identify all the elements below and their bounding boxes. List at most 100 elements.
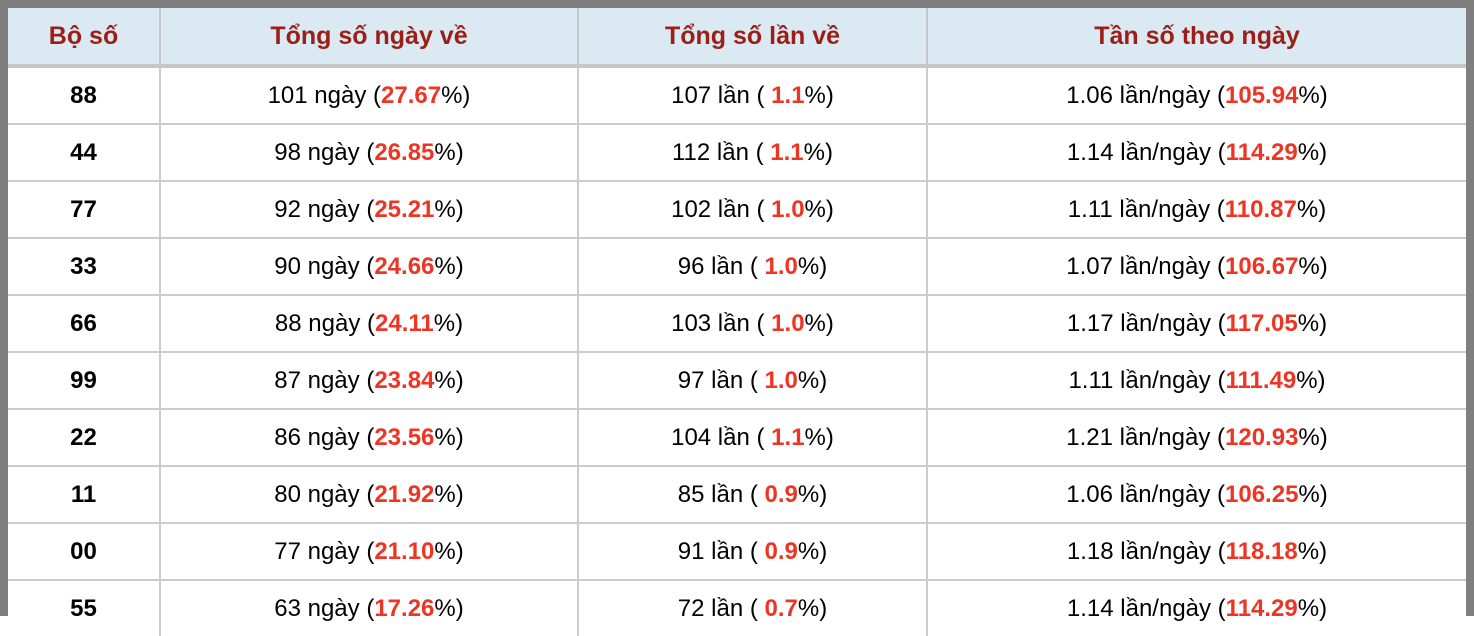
times-suffix: %) (804, 309, 834, 337)
freq-cell: 1.11 lần/ngày (111.49%) (927, 352, 1466, 410)
days-text: 98 ngày ( (274, 138, 375, 166)
header-row: Bộ số Tổng số ngày về Tổng số lần về Tần… (8, 8, 1466, 68)
times-percent: 1.1 (771, 81, 805, 109)
freq-cell: 1.14 lần/ngày (114.29%) (927, 124, 1466, 182)
times-cell: 112 lần ( 1.1%) (578, 124, 928, 182)
pair-cell: 11 (8, 466, 161, 524)
days-percent: 25.21 (374, 195, 435, 223)
days-text: 88 ngày ( (274, 309, 375, 337)
pair-cell: 99 (8, 352, 161, 410)
days-percent: 21.10 (374, 537, 435, 565)
days-suffix: %) (434, 480, 464, 508)
pair-cell: 44 (8, 124, 161, 182)
freq-cell: 1.06 lần/ngày (106.25%) (927, 466, 1466, 524)
days-suffix: %) (433, 309, 464, 337)
freq-text: 1.17 lần/ngày ( (1066, 309, 1226, 337)
times-cell: 104 lần ( 1.1%) (578, 409, 928, 467)
table-row: 77 92 ngày (25.21%) 102 lần ( 1.0%) 1.11… (8, 181, 1466, 239)
freq-cell: 1.14 lần/ngày (114.29%) (927, 580, 1466, 636)
days-cell: 98 ngày (26.85%) (160, 124, 579, 182)
days-text: 77 ngày ( (274, 537, 375, 565)
pair-cell: 66 (8, 295, 161, 353)
table-row: 55 63 ngày (17.26%) 72 lần ( 0.7%) 1.14 … (8, 580, 1466, 636)
times-suffix: %) (797, 480, 828, 508)
freq-percent: 105.94 (1225, 81, 1299, 109)
days-cell: 88 ngày (24.11%) (160, 295, 579, 353)
table-row: 11 80 ngày (21.92%) 85 lần ( 0.9%) 1.06 … (8, 466, 1466, 524)
freq-suffix: %) (1296, 195, 1327, 223)
freq-cell: 1.17 lần/ngày (117.05%) (927, 295, 1466, 353)
times-suffix: %) (803, 138, 833, 166)
times-percent: 1.0 (771, 195, 805, 223)
times-suffix: %) (797, 366, 828, 394)
days-cell: 90 ngày (24.66%) (160, 238, 579, 296)
freq-percent: 111.49 (1225, 366, 1297, 394)
freq-suffix: %) (1297, 138, 1328, 166)
header-frequency: Tần số theo ngày (927, 8, 1466, 68)
days-text: 101 ngày ( (267, 81, 381, 109)
table-row: 44 98 ngày (26.85%) 112 lần ( 1.1%) 1.14… (8, 124, 1466, 182)
freq-suffix: %) (1298, 252, 1328, 280)
days-text: 86 ngày ( (274, 423, 375, 451)
times-cell: 107 lần ( 1.1%) (578, 66, 928, 125)
freq-suffix: %) (1297, 537, 1328, 565)
days-percent: 23.84 (374, 366, 435, 394)
times-percent: 1.1 (771, 423, 805, 451)
times-suffix: %) (804, 81, 834, 109)
days-cell: 101 ngày (27.67%) (160, 66, 579, 125)
times-text: 104 lần ( (671, 423, 772, 451)
days-text: 90 ngày ( (274, 252, 375, 280)
days-cell: 77 ngày (21.10%) (160, 523, 579, 581)
times-suffix: %) (804, 423, 834, 451)
header-total-days: Tổng số ngày về (160, 8, 579, 68)
times-text: 96 lần ( (677, 252, 765, 280)
table-row: 00 77 ngày (21.10%) 91 lần ( 0.9%) 1.18 … (8, 523, 1466, 581)
table-row: 66 88 ngày (24.11%) 103 lần ( 1.0%) 1.17… (8, 295, 1466, 353)
pair-cell: 88 (8, 66, 161, 125)
times-cell: 97 lần ( 1.0%) (578, 352, 928, 410)
days-cell: 80 ngày (21.92%) (160, 466, 579, 524)
freq-cell: 1.07 lần/ngày (106.67%) (927, 238, 1466, 296)
header-pair: Bộ số (8, 8, 161, 68)
freq-text: 1.07 lần/ngày ( (1066, 252, 1226, 280)
freq-text: 1.18 lần/ngày ( (1066, 537, 1226, 565)
freq-text: 1.11 lần/ngày ( (1068, 366, 1226, 394)
days-text: 63 ngày ( (274, 594, 375, 622)
days-percent: 24.66 (374, 252, 435, 280)
days-cell: 92 ngày (25.21%) (160, 181, 579, 239)
days-percent: 23.56 (374, 423, 435, 451)
times-percent: 1.1 (770, 138, 804, 166)
freq-percent: 114.29 (1225, 138, 1298, 166)
days-percent: 17.26 (374, 594, 435, 622)
freq-text: 1.11 lần/ngày ( (1067, 195, 1225, 223)
table-row: 88 101 ngày (27.67%) 107 lần ( 1.1%) 1.0… (8, 66, 1466, 125)
times-percent: 1.0 (764, 366, 798, 394)
days-suffix: %) (434, 423, 464, 451)
days-percent: 24.11 (375, 309, 434, 337)
freq-percent: 114.29 (1225, 594, 1298, 622)
times-text: 97 lần ( (677, 366, 765, 394)
times-text: 85 lần ( (677, 480, 765, 508)
pair-cell: 22 (8, 409, 161, 467)
times-cell: 102 lần ( 1.0%) (578, 181, 928, 239)
freq-suffix: %) (1296, 366, 1326, 394)
header-total-times: Tổng số lần về (578, 8, 928, 68)
pair-cell: 77 (8, 181, 161, 239)
freq-cell: 1.18 lần/ngày (118.18%) (927, 523, 1466, 581)
days-percent: 21.92 (374, 480, 435, 508)
days-suffix: %) (441, 81, 471, 109)
times-cell: 85 lần ( 0.9%) (578, 466, 928, 524)
freq-cell: 1.11 lần/ngày (110.87%) (927, 181, 1466, 239)
times-cell: 103 lần ( 1.0%) (578, 295, 928, 353)
days-percent: 27.67 (381, 81, 442, 109)
times-suffix: %) (797, 537, 828, 565)
freq-suffix: %) (1297, 309, 1328, 337)
times-text: 102 lần ( (671, 195, 772, 223)
days-percent: 26.85 (374, 138, 435, 166)
freq-text: 1.06 lần/ngày ( (1066, 81, 1226, 109)
freq-percent: 118.18 (1225, 537, 1298, 565)
times-percent: 0.7 (764, 594, 798, 622)
times-text: 72 lần ( (677, 594, 765, 622)
freq-text: 1.06 lần/ngày ( (1066, 480, 1226, 508)
